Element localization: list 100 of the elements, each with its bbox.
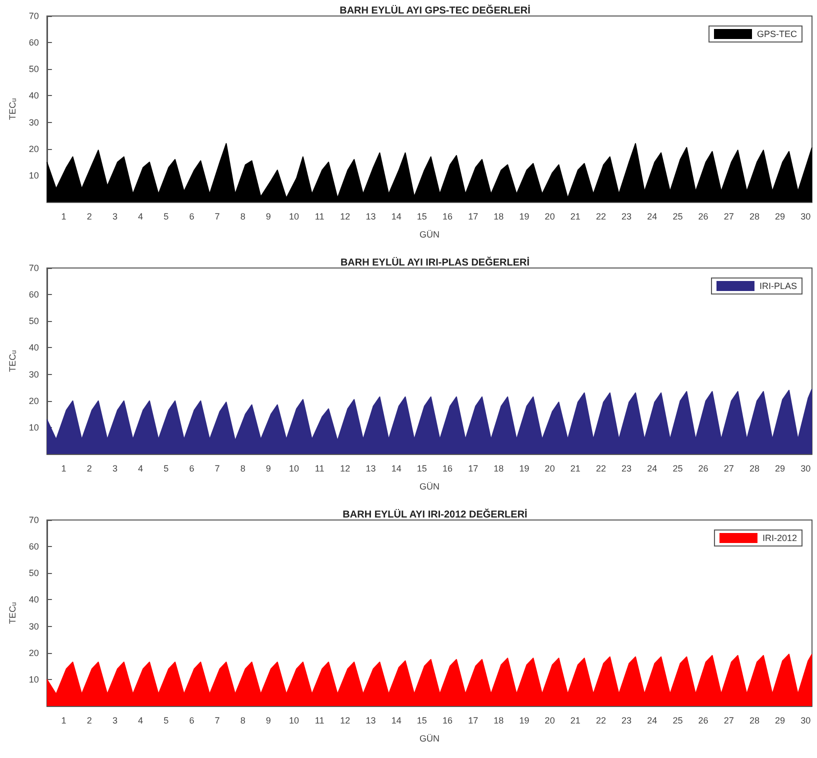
- x-tick-label: 8: [240, 464, 246, 474]
- x-tick-label: 10: [289, 212, 300, 222]
- y-tick-label: 40: [28, 342, 39, 353]
- y-tick-label: 10: [28, 170, 39, 180]
- x-tick-label: 21: [570, 464, 580, 474]
- y-tick-label: 60: [28, 290, 39, 300]
- x-tick-label: 25: [672, 716, 683, 726]
- x-tick-label: 4: [138, 212, 144, 222]
- x-tick-label: 20: [544, 212, 555, 222]
- x-tick-label: 27: [724, 464, 734, 474]
- x-tick-label: 14: [391, 716, 402, 726]
- x-tick-label: 22: [596, 716, 606, 726]
- x-tick-label: 26: [698, 212, 708, 222]
- x-tick-label: 12: [340, 212, 350, 222]
- x-tick-label: 2: [86, 716, 92, 726]
- x-tick-label: 13: [366, 464, 376, 474]
- x-tick-label: 13: [366, 212, 376, 222]
- x-axis-title: GÜN: [419, 230, 440, 240]
- x-tick-label: 15: [416, 212, 427, 222]
- y-tick-label: 50: [28, 316, 39, 326]
- y-tick-label: 60: [28, 542, 39, 552]
- x-tick-label: 13: [366, 716, 376, 726]
- x-tick-label: 3: [112, 464, 118, 474]
- x-tick-label: 10: [289, 464, 300, 474]
- x-tick-label: 24: [647, 212, 658, 222]
- x-tick-label: 9: [266, 464, 271, 474]
- x-tick-label: 22: [596, 212, 606, 222]
- legend-label: IRI-PLAS: [759, 281, 798, 291]
- x-tick-label: 26: [698, 464, 708, 474]
- x-tick-label: 18: [494, 716, 504, 726]
- x-tick-label: 29: [775, 716, 786, 726]
- y-tick-label: 70: [28, 263, 39, 273]
- x-tick-label: 22: [596, 464, 606, 474]
- y-tick-label: 20: [28, 396, 39, 406]
- x-tick-label: 5: [164, 212, 169, 222]
- x-tick-label: 18: [494, 212, 504, 222]
- y-tick-label: 70: [28, 515, 39, 525]
- x-tick-label: 17: [468, 464, 478, 474]
- x-tick-label: 1: [61, 716, 66, 726]
- y-tick-label: 60: [28, 38, 39, 48]
- x-tick-label: 11: [314, 212, 324, 222]
- x-tick-label: 16: [442, 716, 452, 726]
- x-tick-label: 14: [391, 212, 402, 222]
- x-tick-label: 9: [266, 716, 271, 726]
- y-tick-label: 30: [28, 621, 39, 632]
- y-tick-label: 50: [28, 568, 39, 578]
- x-tick-label: 15: [416, 716, 427, 726]
- x-tick-label: 9: [266, 212, 271, 222]
- legend-label: IRI-2012: [762, 533, 798, 543]
- x-tick-label: 2: [86, 212, 92, 222]
- x-tick-label: 21: [570, 212, 580, 222]
- x-tick-label: 24: [647, 464, 658, 474]
- x-tick-label: 6: [189, 464, 194, 474]
- y-tick-label: 70: [28, 11, 39, 21]
- x-tick-label: 19: [519, 212, 530, 222]
- y-tick-label: 10: [28, 422, 39, 432]
- x-tick-label: 25: [672, 464, 683, 474]
- x-tick-label: 24: [647, 716, 658, 726]
- x-tick-label: 23: [622, 464, 632, 474]
- x-tick-label: 7: [214, 212, 220, 222]
- x-tick-label: 12: [340, 716, 350, 726]
- x-axis-title: GÜN: [419, 482, 440, 492]
- x-tick-label: 29: [775, 212, 786, 222]
- x-tick-label: 23: [622, 212, 632, 222]
- x-tick-label: 16: [442, 464, 452, 474]
- legend-label: GPS-TEC: [756, 29, 798, 39]
- x-tick-label: 16: [442, 212, 452, 222]
- x-tick-label: 27: [724, 716, 734, 726]
- x-tick-label: 30: [800, 464, 811, 474]
- x-tick-label: 30: [800, 716, 811, 726]
- y-tick-label: 10: [28, 674, 39, 684]
- x-tick-label: 18: [494, 464, 504, 474]
- x-tick-label: 4: [138, 716, 144, 726]
- x-tick-label: 25: [672, 212, 683, 222]
- x-tick-label: 2: [86, 464, 92, 474]
- x-tick-label: 8: [240, 716, 246, 726]
- x-axis-title: GÜN: [419, 734, 440, 744]
- x-tick-label: 19: [519, 464, 530, 474]
- x-tick-label: 30: [800, 212, 811, 222]
- x-tick-label: 17: [468, 716, 478, 726]
- y-tick-label: 20: [28, 648, 39, 658]
- x-tick-label: 19: [519, 716, 530, 726]
- y-tick-label: 20: [28, 144, 39, 154]
- x-tick-label: 27: [724, 212, 734, 222]
- x-tick-label: 14: [391, 464, 402, 474]
- x-tick-label: 10: [289, 716, 300, 726]
- x-tick-label: 11: [314, 464, 324, 474]
- y-tick-label: 30: [28, 117, 39, 128]
- y-tick-label: 40: [28, 594, 39, 605]
- x-tick-label: 26: [698, 716, 708, 726]
- y-tick-label: 50: [28, 64, 39, 74]
- x-tick-label: 21: [570, 716, 580, 726]
- chart-title: BARH EYLÜL AYI GPS-TEC DEĞERLERİ: [340, 4, 531, 16]
- x-tick-label: 23: [622, 716, 632, 726]
- x-tick-label: 6: [189, 212, 194, 222]
- x-tick-label: 5: [164, 716, 169, 726]
- x-tick-label: 17: [468, 212, 478, 222]
- x-tick-label: 7: [214, 464, 220, 474]
- x-tick-label: 28: [749, 212, 760, 222]
- x-tick-label: 4: [138, 464, 144, 474]
